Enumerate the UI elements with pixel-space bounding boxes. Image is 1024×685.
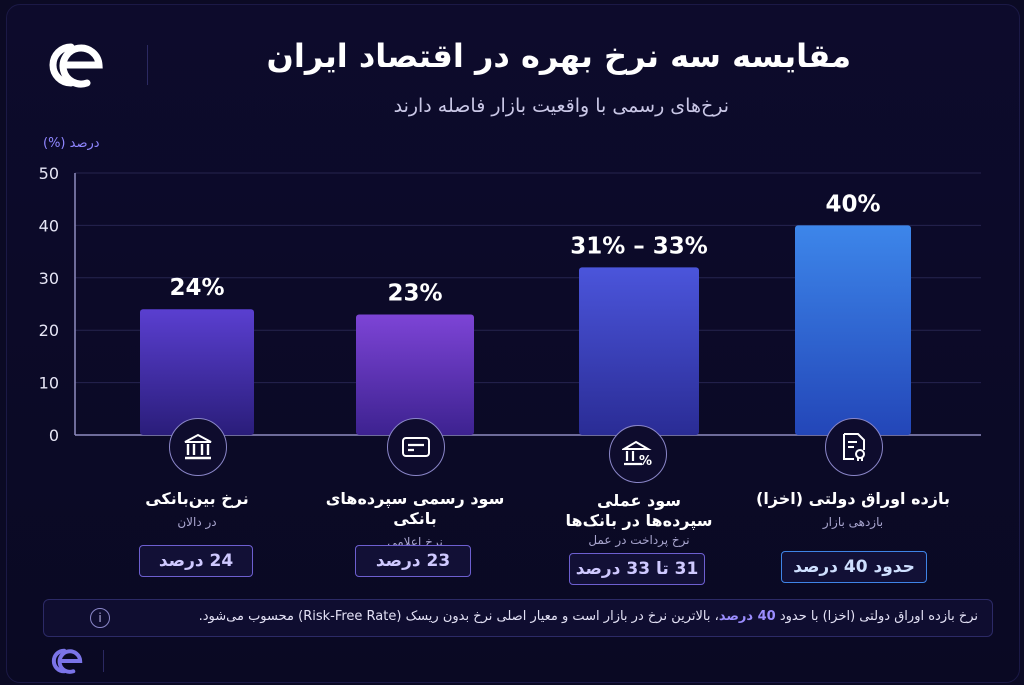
y-tick-label: 10 (39, 374, 59, 393)
bar-value-label: 23% (387, 280, 442, 306)
value-pill: 24 درصد (139, 545, 253, 577)
y-tick-label: 30 (39, 269, 59, 288)
certificate-icon (825, 418, 883, 476)
category-name: سود رسمی سپرده‌های بانکی (325, 489, 505, 528)
bar-value-label: 31% – 33% (570, 233, 708, 259)
y-tick-label: 50 (39, 164, 59, 183)
brand-logo-icon (49, 43, 103, 88)
category-name: نرخ بین‌بانکی (145, 489, 249, 508)
svg-text:%: % (639, 454, 652, 468)
value-pill: 31 تا 33 درصد (569, 553, 705, 585)
bank-icon (169, 418, 227, 476)
footnote-before: نرخ بازده اوراق دولتی (اخزا) با حدود (779, 609, 978, 624)
bar-chart: 0 10 20 30 40 50 24% 23% 31% – 33% 40% (39, 164, 981, 445)
footnote-text: نرخ بازده اوراق دولتی (اخزا) با حدود 40 … (199, 609, 978, 624)
footnote-after: ، بالاترین نرخ در بازار است و معیار اصلی… (198, 609, 719, 624)
infographic-frame: مقایسه سه نرخ بهره در اقتصاد ایران نرخ‌ه… (6, 4, 1020, 683)
bar-value-label: 24% (169, 275, 224, 301)
info-icon: i (90, 608, 110, 628)
footnote-highlight: 40 درصد (718, 609, 776, 624)
category-sub: در دالان (177, 515, 217, 529)
bank-percent-icon: % (609, 425, 667, 483)
bar-value-label: 40% (825, 191, 880, 217)
footer-divider (103, 650, 104, 672)
category-name: سود عملی سپرده‌ها در بانک‌ها (565, 491, 713, 530)
value-pill: 23 درصد (355, 545, 471, 577)
bar-2 (356, 314, 474, 435)
y-tick-label: 40 (39, 216, 59, 235)
chart-subtitle: نرخ‌های رسمی با واقعیت بازار فاصله دارند (393, 95, 729, 117)
category-name: بازده اوراق دولتی (اخزا) (756, 489, 950, 508)
y-tick-label: 20 (39, 321, 59, 340)
category-4: بازده اوراق دولتی (اخزا) بازدهی بازار (743, 489, 963, 529)
category-2: سود رسمی سپرده‌های بانکی نرخ اعلامی (305, 489, 525, 549)
category-1: نرخ بین‌بانکی در دالان (87, 489, 307, 529)
category-sub: نرخ پرداخت در عمل (588, 533, 690, 547)
value-pill: حدود 40 درصد (781, 551, 927, 583)
header-divider (147, 45, 148, 85)
category-sub: بازدهی بازار (822, 515, 884, 529)
bar-1 (140, 309, 254, 435)
y-tick-label: 0 (49, 426, 59, 445)
brand-logo-small-icon (51, 648, 83, 674)
category-3: سود عملی سپرده‌ها در بانک‌ها نرخ پرداخت … (529, 491, 749, 547)
card-icon (387, 418, 445, 476)
bar-3 (579, 267, 699, 435)
bar-4 (795, 225, 911, 435)
chart-title: مقایسه سه نرخ بهره در اقتصاد ایران (266, 37, 851, 75)
footnote-box: i نرخ بازده اوراق دولتی (اخزا) با حدود 4… (43, 599, 993, 637)
y-axis-label: درصد (%) (43, 136, 100, 151)
